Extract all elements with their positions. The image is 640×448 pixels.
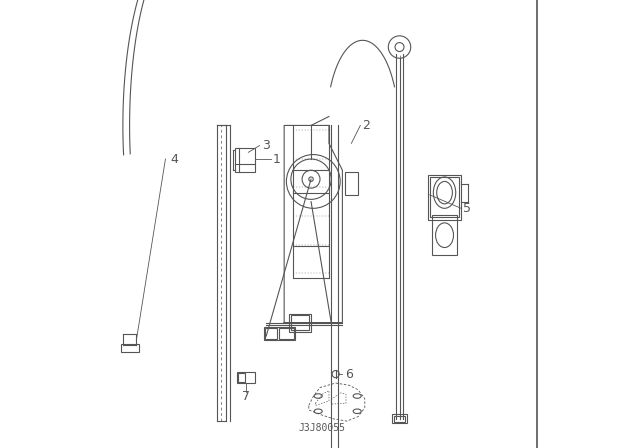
Bar xyxy=(264,327,296,340)
Text: 4: 4 xyxy=(170,152,178,166)
Bar xyxy=(428,175,461,220)
Bar xyxy=(392,414,408,423)
Bar xyxy=(266,328,276,339)
Text: 1: 1 xyxy=(273,152,281,166)
Text: 6: 6 xyxy=(345,367,353,381)
Bar xyxy=(237,372,255,383)
Bar xyxy=(279,328,294,339)
Bar xyxy=(235,148,255,172)
Text: 5: 5 xyxy=(463,202,471,215)
Bar xyxy=(289,314,311,332)
Bar xyxy=(121,344,139,352)
Text: 7: 7 xyxy=(242,390,250,403)
Bar xyxy=(239,373,245,382)
Text: J3J80055: J3J80055 xyxy=(299,423,346,433)
Bar xyxy=(394,416,405,422)
Bar xyxy=(345,172,358,195)
Bar xyxy=(291,315,309,330)
Bar xyxy=(430,177,459,217)
Text: 2: 2 xyxy=(362,119,371,132)
Text: 3: 3 xyxy=(262,139,269,152)
Bar xyxy=(432,215,457,255)
